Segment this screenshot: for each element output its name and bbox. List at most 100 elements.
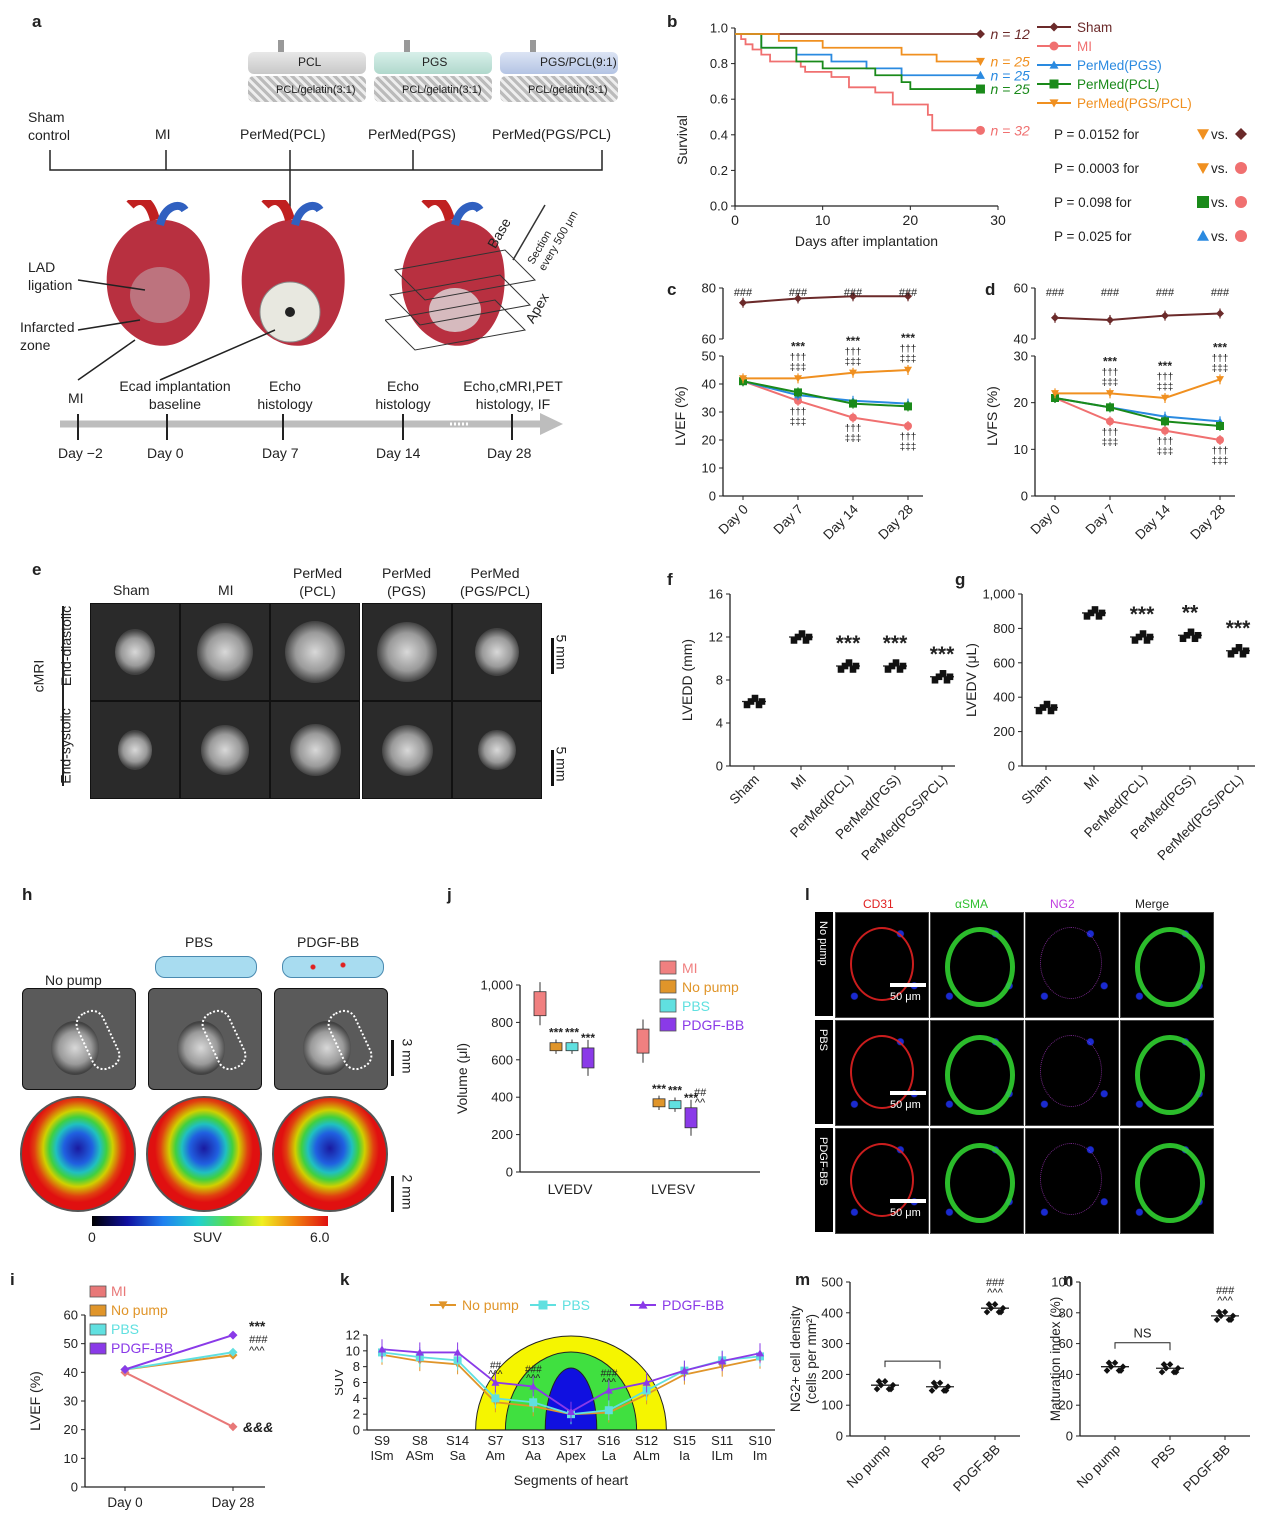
device-post: [530, 40, 536, 54]
chart-c-x-tick-label: Day 7: [771, 502, 807, 538]
chart-k-x-tick-label: S11: [711, 1433, 733, 1448]
chart-c-series-3: [742, 380, 909, 408]
chart-b-x-tick-label: 10: [815, 212, 831, 228]
panel-label-h: h: [22, 885, 33, 904]
device-top-disc: [500, 52, 618, 74]
if-image: 50 μm: [835, 912, 929, 1018]
chart-k-x-tick-sublabel: Apex: [556, 1448, 586, 1463]
chart-f-x-tick-label: MI: [788, 772, 809, 793]
chart-f-data-point: [837, 666, 845, 673]
if-image: [1025, 1020, 1119, 1126]
timeline-day-28: Day 28: [487, 445, 532, 461]
chart-f-x-tick-label: PerMed(PGS/PCL): [858, 772, 950, 864]
device-pgs-pcl: PGS/PCL(9:1) PCL/gelatin(3:1): [500, 40, 618, 102]
chart-d-ddagger-low: ‡‡‡: [1212, 456, 1229, 467]
chart-n-data-point: [1172, 1368, 1180, 1376]
chart-i-y-tick-label: 30: [64, 1394, 78, 1409]
if-scale-label: 50 μm: [890, 1099, 921, 1111]
chart-c-lvef: 60 80 0 10 20 30 40 50 Day 0 Day 7 Day 14 Day 28 LVE…: [672, 281, 923, 542]
chart-f-data-point: [845, 659, 853, 666]
group-label-mi: MI: [155, 126, 171, 142]
chart-f-data-point: [939, 670, 947, 677]
chart-c-point: [739, 298, 747, 307]
pet-scale-label-2: 2 mm: [399, 1174, 416, 1210]
chart-f-data-point: [884, 666, 892, 673]
chart-f-y-tick-label: 16: [709, 587, 723, 602]
chart-d-point: [1216, 309, 1224, 318]
chart-d-ddagger-low: ‡‡‡: [1102, 437, 1119, 448]
chart-m-y-tick-label: 400: [821, 1305, 843, 1320]
if-image: 50 μm: [835, 1020, 929, 1126]
chart-n-y-tick-label: 100: [1051, 1275, 1073, 1290]
if-vessel-ring: [1135, 1035, 1205, 1115]
chart-m-data-point: [985, 1301, 993, 1308]
group-bracket: [49, 150, 603, 330]
pet-col-nopump: No pump: [45, 972, 102, 988]
device-top-disc: [374, 52, 492, 74]
chart-d-point: [1161, 417, 1169, 426]
panel-label-i: i: [10, 1270, 15, 1289]
chart-j-box: [684, 1107, 698, 1129]
suv-colorbar: [92, 1216, 328, 1226]
chart-i-y-tick-label: 40: [64, 1365, 78, 1380]
chart-b-x-tick-label: 20: [903, 212, 919, 228]
chart-k-x-tick-label: S15: [673, 1433, 696, 1448]
chart-c-ddagger-low: ‡‡‡: [900, 442, 917, 453]
chart-k-point: [491, 1394, 500, 1403]
chart-g-y-tick-label: 600: [993, 655, 1015, 670]
chart-d-star-annot: ***: [1103, 354, 1117, 368]
chart-c-point: [849, 413, 857, 422]
chart-f-data-point: [794, 633, 802, 641]
chart-d-point: [1216, 422, 1224, 430]
chart-m-data-point: [930, 1379, 938, 1387]
pet-col-pbs: PBS: [185, 934, 214, 950]
chart-f-data-point: [899, 662, 907, 670]
chart-i-y-tick-label: 60: [64, 1308, 78, 1323]
cmri-heart-signal: [289, 723, 341, 777]
chart-g-data-point: [1183, 631, 1191, 639]
chart-f-data-point: [892, 659, 900, 666]
chart-g-y-tick-label: 800: [993, 621, 1015, 636]
if-row-label: No pump: [817, 921, 829, 966]
chart-d-series-0: [1054, 312, 1221, 321]
chart-k-point: [718, 1357, 727, 1365]
chart-j-y-tick-label: 200: [491, 1127, 513, 1142]
chart-j-box: [533, 991, 547, 1017]
cmri-scale-label-2: 5 mm: [553, 746, 570, 782]
chart-j-box: [652, 1098, 666, 1108]
chart-f-x-tick-label: Sham: [727, 772, 763, 808]
chart-b-legend-label-3: PerMed(PCL): [1077, 77, 1160, 92]
chart-c-series-1: [742, 380, 909, 427]
chart-b-x-tick-label: 0: [731, 212, 739, 228]
chart-n-y-label-0: Maturation index (%): [1050, 1297, 1063, 1422]
chart-g-data-point: [1191, 635, 1199, 643]
cmri-heart-signal: [115, 629, 155, 675]
if-vessel-ring: [945, 927, 1015, 1007]
chart-f-sig-mark: ***: [836, 632, 861, 655]
cmri-image: [270, 701, 360, 799]
chart-f-data-point: [802, 637, 810, 644]
chart-b-series-4: [735, 33, 981, 63]
cmri-heart-signal: [118, 730, 152, 770]
cmri-heart-signal: [475, 628, 519, 676]
chart-m-data-point: [928, 1387, 936, 1394]
chart-d-lower-y-tick-label: 30: [1014, 349, 1028, 364]
chart-i-y-tick-label: 20: [64, 1422, 78, 1437]
chart-b-n-label-0: n = 12: [990, 26, 1030, 42]
chart-c-x-tick-label: Day 0: [716, 502, 752, 538]
chart-d-series-1: [1054, 397, 1221, 441]
chart-k-y-tick-label: 6: [353, 1375, 360, 1390]
chart-k-hash-annot: ###: [525, 1364, 542, 1375]
chart-d-ddagger-annot: ‡‡‡: [1212, 363, 1229, 374]
chart-d-ddagger-low: ‡‡‡: [1157, 447, 1174, 458]
chart-m-y-tick-label: 500: [821, 1275, 843, 1290]
chart-m-data-point: [991, 1301, 999, 1308]
chart-b-end-marker-0: [975, 29, 985, 39]
chart-b-pvalue-marker-b-1: [1235, 162, 1247, 174]
chart-f-sig-mark: ***: [930, 643, 955, 666]
if-vessel-ring: [850, 927, 914, 1001]
chart-k-legend-label-2: PDGF-BB: [662, 1297, 724, 1313]
timeline-event-day14: Echo histology: [375, 378, 431, 412]
if-vessel-ring: [850, 1143, 914, 1217]
cmri-row-es: End-systolic: [57, 708, 74, 784]
